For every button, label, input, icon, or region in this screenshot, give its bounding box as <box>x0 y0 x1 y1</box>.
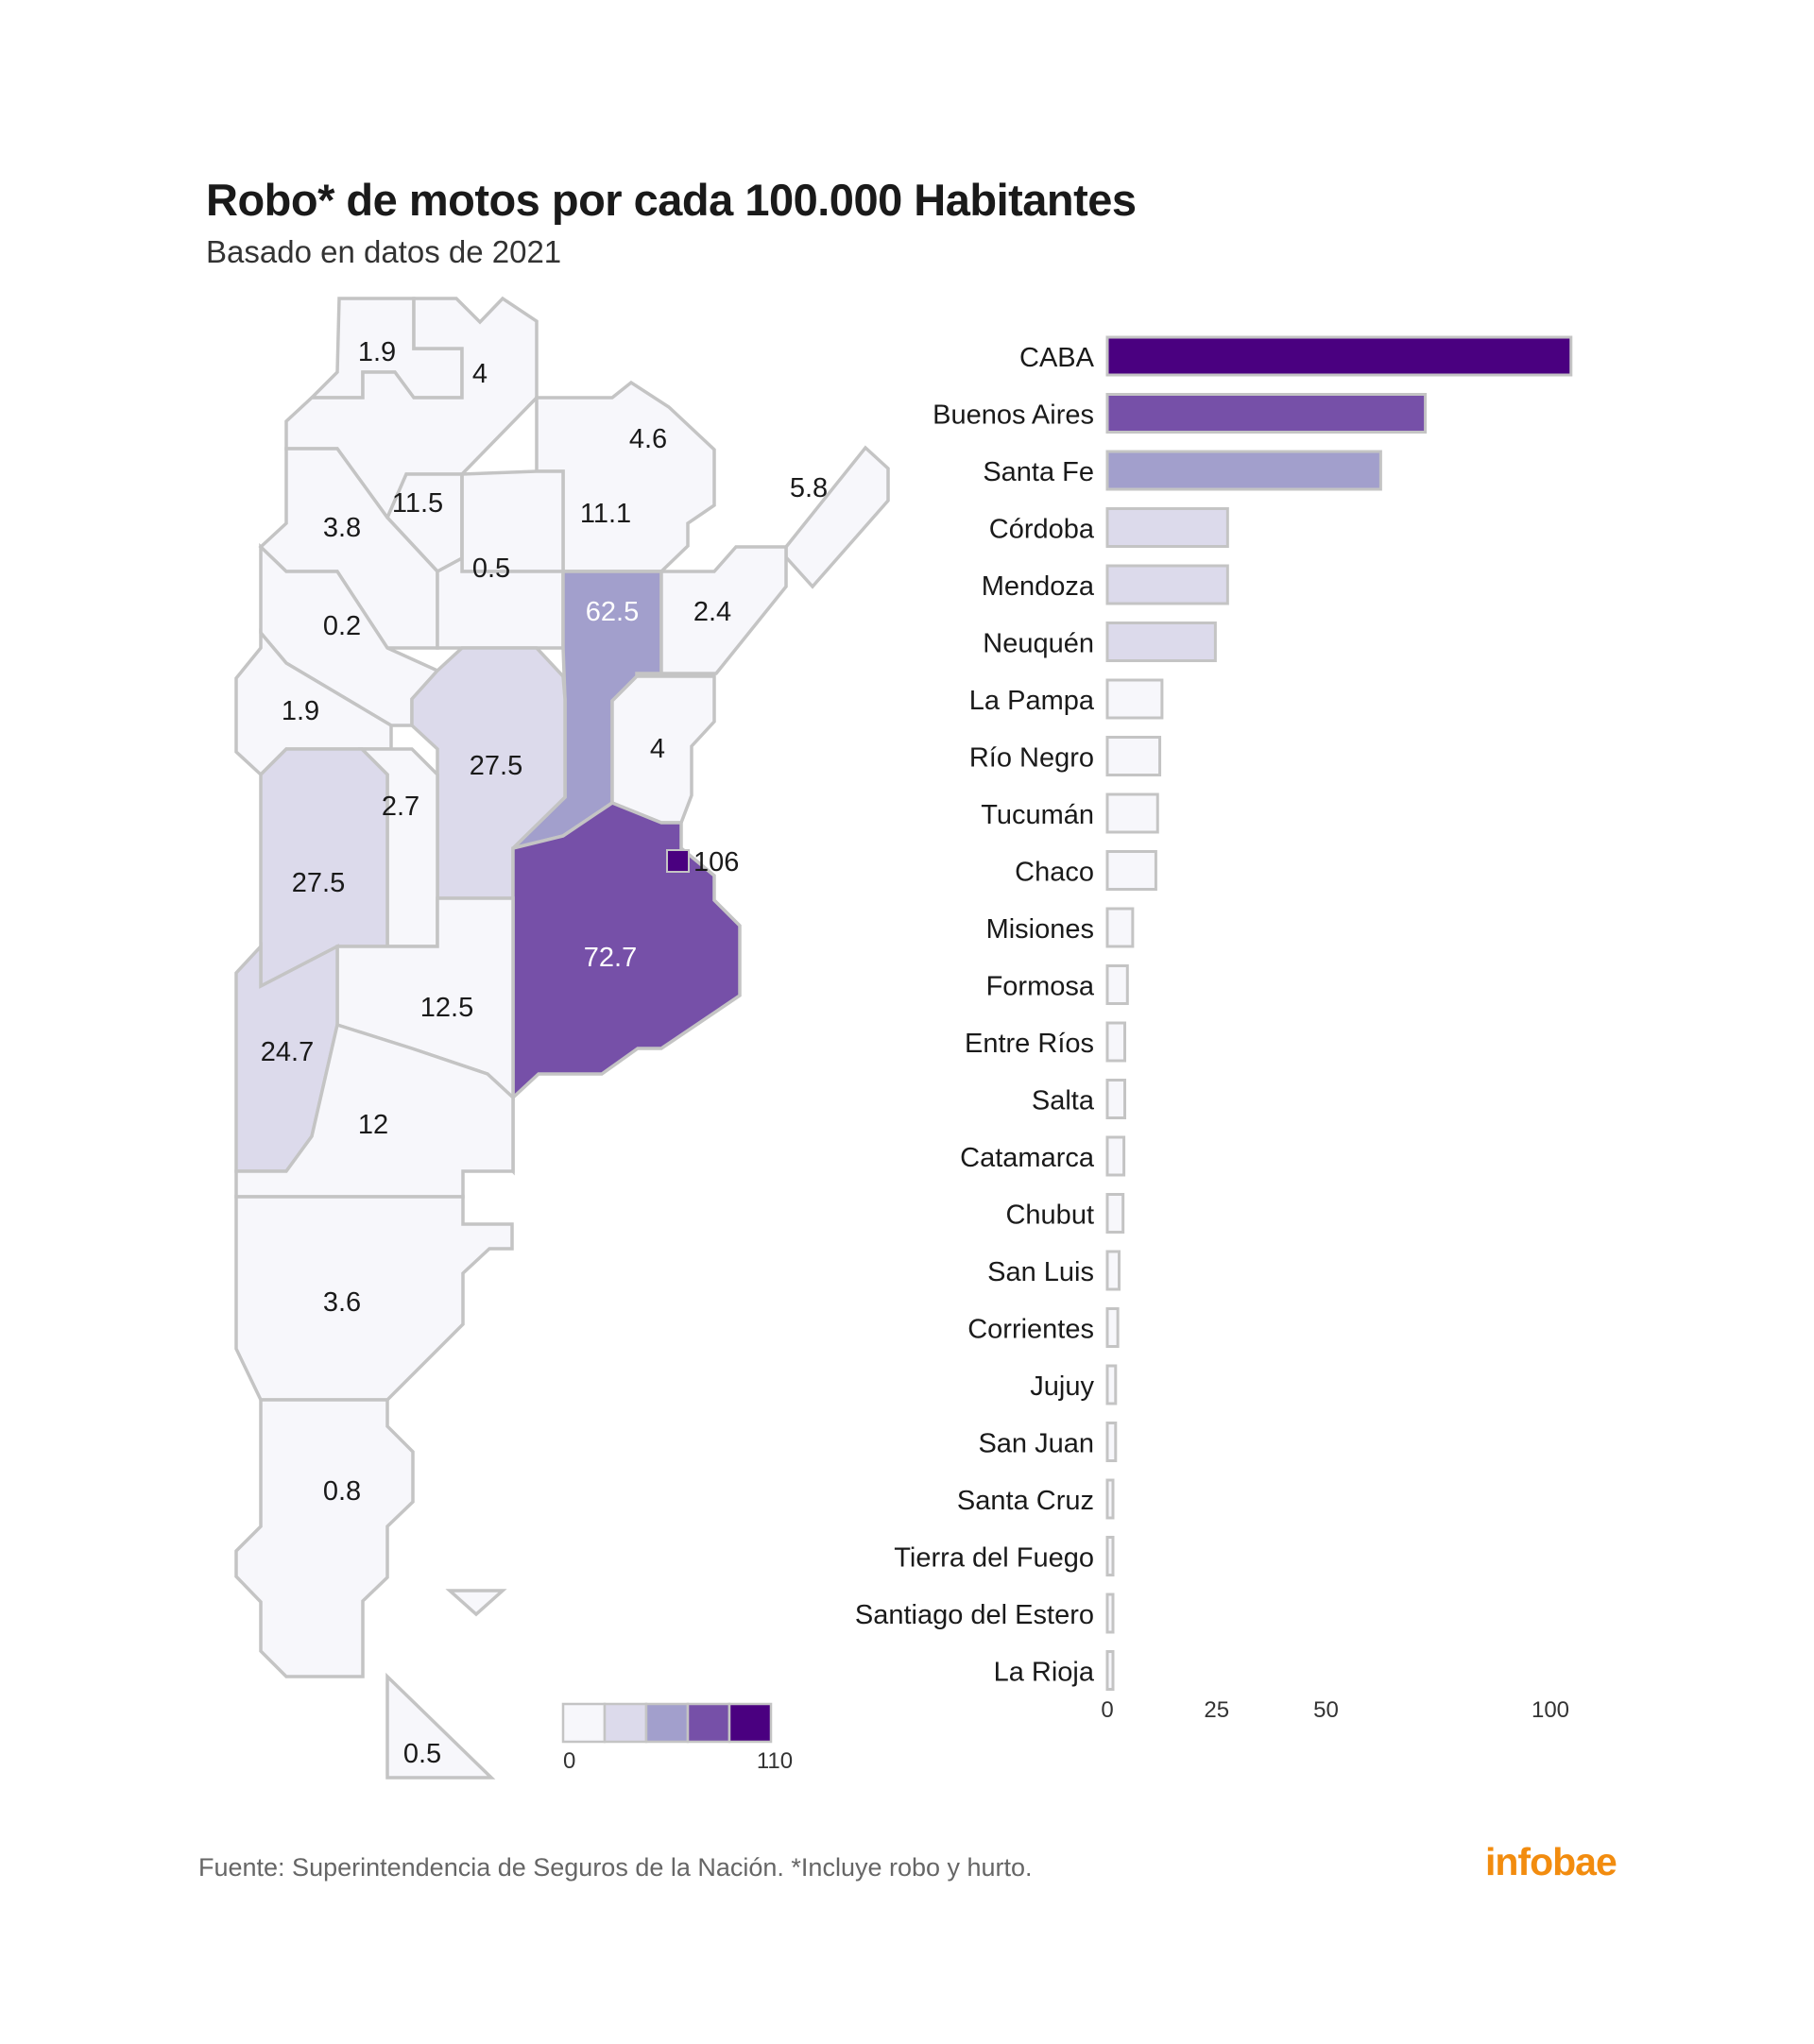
bar-mendoza <box>1105 564 1229 605</box>
bar-tucuman <box>1105 792 1159 834</box>
bar-salta <box>1105 1079 1127 1119</box>
bar-caba <box>1105 335 1573 377</box>
bar-chubut <box>1105 1193 1125 1234</box>
bar-label-santa-cruz: Santa Cruz <box>957 1486 1094 1516</box>
map-region-santa-cruz <box>234 1398 415 1678</box>
map-region-caba <box>666 849 690 873</box>
legend-max-label: 110 <box>757 1748 793 1774</box>
map-value-chubut: 3.6 <box>323 1287 361 1318</box>
map-value-entre-rios: 4 <box>650 734 665 764</box>
x-tick-100: 100 <box>1532 1697 1569 1723</box>
map-value-caba: 106 <box>693 847 739 877</box>
map-value-salta: 4 <box>472 359 488 389</box>
legend-swatch-4 <box>686 1702 731 1744</box>
bar-neuquen <box>1105 622 1217 662</box>
bar-label-caba: CABA <box>1019 343 1095 373</box>
map-value-neuquen: 24.7 <box>261 1037 314 1067</box>
bar-label-chaco: Chaco <box>1015 858 1094 888</box>
bar-entre-rios <box>1105 1021 1127 1063</box>
map-value-la-rioja: 0.2 <box>323 611 361 641</box>
map-value-chaco: 11.1 <box>580 499 631 529</box>
bar-label-cordoba: Córdoba <box>989 515 1095 545</box>
legend-swatch-1 <box>561 1702 607 1744</box>
map-value-rio-negro: 12 <box>358 1110 388 1140</box>
bar-label-buenos-aires: Buenos Aires <box>933 400 1094 431</box>
bar-santa-fe <box>1105 450 1382 491</box>
bar-label-san-luis: San Luis <box>987 1257 1094 1287</box>
map-value-santiago-del-estero: 0.5 <box>472 554 510 584</box>
bar-buenos-aires <box>1105 393 1428 434</box>
bar-cordoba <box>1105 507 1229 548</box>
map-value-catamarca: 3.8 <box>323 513 361 543</box>
legend-min-label: 0 <box>563 1748 575 1774</box>
bar-label-jujuy: Jujuy <box>1030 1371 1094 1402</box>
bar-corrientes <box>1105 1307 1120 1348</box>
map-region-tierra-del-fuego <box>385 1672 496 1780</box>
chart-title: Robo* de motos por cada 100.000 Habitant… <box>206 175 1137 225</box>
map-value-tucuman: 11.5 <box>392 488 443 519</box>
bar-chaco <box>1105 850 1157 891</box>
x-tick-0: 0 <box>1101 1697 1113 1723</box>
legend-swatch-5 <box>727 1702 773 1744</box>
malvinas-marker <box>445 1589 507 1617</box>
map-value-misiones: 5.8 <box>790 473 828 503</box>
bar-label-corrientes: Corrientes <box>967 1315 1094 1345</box>
map-value-formosa: 4.6 <box>629 424 667 454</box>
bar-santa-cruz <box>1105 1478 1115 1520</box>
bar-label-misiones: Misiones <box>986 914 1094 945</box>
bar-la-rioja <box>1105 1650 1115 1691</box>
bar-label-rio-negro: Río Negro <box>969 743 1094 774</box>
map-value-mendoza: 27.5 <box>292 868 345 898</box>
map-value-jujuy: 1.9 <box>358 337 396 367</box>
x-tick-25: 25 <box>1204 1697 1229 1723</box>
map-value-la-pampa: 12.5 <box>420 993 473 1023</box>
bar-san-juan <box>1105 1422 1118 1462</box>
map-region-rio-negro <box>234 1022 515 1199</box>
map-region-chubut <box>234 1195 514 1402</box>
bar-label-neuquen: Neuquén <box>983 629 1094 659</box>
map-value-corrientes: 2.4 <box>693 597 731 627</box>
map-value-tierra-del-fuego: 0.5 <box>403 1739 441 1769</box>
map-value-san-juan: 1.9 <box>282 696 319 726</box>
bar-label-formosa: Formosa <box>986 972 1095 1002</box>
bar-san-luis <box>1105 1250 1121 1291</box>
bar-catamarca <box>1105 1135 1126 1177</box>
bar-label-la-rioja: La Rioja <box>994 1658 1095 1688</box>
bar-label-tucuman: Tucumán <box>981 800 1094 830</box>
bar-label-salta: Salta <box>1032 1086 1095 1116</box>
bar-rio-negro <box>1105 736 1162 776</box>
map-value-cordoba: 27.5 <box>470 751 522 781</box>
bar-tierra-del-fuego <box>1105 1536 1115 1576</box>
bar-label-catamarca: Catamarca <box>960 1143 1095 1173</box>
source-note: Fuente: Superintendencia de Seguros de l… <box>198 1853 1033 1882</box>
bar-label-santa-fe: Santa Fe <box>983 457 1094 487</box>
bar-formosa <box>1105 964 1129 1005</box>
chart-subtitle: Basado en datos de 2021 <box>206 234 562 269</box>
bar-santiago-del-estero <box>1105 1593 1115 1634</box>
bar-label-entre-rios: Entre Ríos <box>965 1029 1094 1059</box>
x-tick-50: 50 <box>1313 1697 1339 1723</box>
map-region-cordoba <box>410 646 567 900</box>
map-value-santa-cruz: 0.8 <box>323 1476 361 1507</box>
brand-logo: infobae <box>1485 1840 1617 1883</box>
map-region-entre-rios <box>610 674 716 825</box>
bar-misiones <box>1105 907 1135 948</box>
bar-label-mendoza: Mendoza <box>982 571 1095 602</box>
bar-label-la-pampa: La Pampa <box>969 686 1095 716</box>
map-value-santa-fe: 62.5 <box>586 597 639 627</box>
bar-label-tierra-del-fuego: Tierra del Fuego <box>894 1543 1094 1574</box>
map-value-san-luis: 2.7 <box>382 792 419 822</box>
bar-label-san-juan: San Juan <box>978 1429 1094 1459</box>
bar-label-chubut: Chubut <box>1005 1201 1094 1231</box>
bar-label-santiago-del-estero: Santiago del Estero <box>855 1600 1094 1630</box>
bar-jujuy <box>1105 1364 1118 1405</box>
bar-la-pampa <box>1105 678 1164 720</box>
map-value-buenos-aires: 72.7 <box>584 943 637 973</box>
legend-swatch-2 <box>603 1702 648 1744</box>
